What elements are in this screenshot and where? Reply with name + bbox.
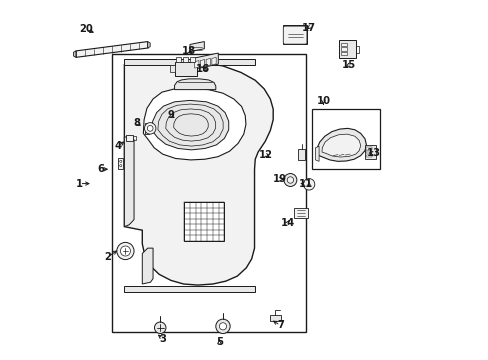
Text: 8: 8 <box>133 118 140 128</box>
Polygon shape <box>366 154 371 157</box>
Polygon shape <box>184 202 224 241</box>
Polygon shape <box>183 57 187 62</box>
Polygon shape <box>200 59 204 67</box>
Circle shape <box>117 242 134 260</box>
Polygon shape <box>364 145 376 159</box>
Polygon shape <box>270 315 281 320</box>
Polygon shape <box>297 149 305 160</box>
Text: 4: 4 <box>115 141 122 151</box>
Text: 13: 13 <box>366 148 380 158</box>
FancyBboxPatch shape <box>283 26 306 44</box>
Polygon shape <box>315 146 319 161</box>
Text: 12: 12 <box>259 150 272 160</box>
Polygon shape <box>194 60 199 68</box>
Polygon shape <box>339 40 356 58</box>
Text: 19: 19 <box>272 174 286 184</box>
Polygon shape <box>142 248 153 284</box>
Polygon shape <box>145 123 148 134</box>
Text: 9: 9 <box>167 111 174 121</box>
Polygon shape <box>340 52 346 55</box>
Circle shape <box>120 246 130 256</box>
Polygon shape <box>73 51 76 57</box>
Polygon shape <box>124 59 255 64</box>
Polygon shape <box>76 41 147 57</box>
Text: 20: 20 <box>79 24 93 35</box>
Text: 18: 18 <box>182 46 196 56</box>
Text: 7: 7 <box>276 320 283 330</box>
Text: 2: 2 <box>104 252 111 262</box>
Circle shape <box>120 165 122 167</box>
Polygon shape <box>340 42 346 46</box>
Text: 11: 11 <box>298 179 312 189</box>
Polygon shape <box>176 57 181 62</box>
Text: 1: 1 <box>76 179 83 189</box>
Text: 14: 14 <box>280 218 294 228</box>
Polygon shape <box>283 25 306 44</box>
Text: 16: 16 <box>196 64 210 74</box>
Polygon shape <box>124 137 134 226</box>
Polygon shape <box>174 79 215 90</box>
Polygon shape <box>366 150 371 153</box>
Circle shape <box>286 177 293 183</box>
Polygon shape <box>118 158 123 168</box>
Polygon shape <box>340 47 346 50</box>
Polygon shape <box>206 58 210 66</box>
Polygon shape <box>124 60 273 285</box>
Polygon shape <box>170 65 174 72</box>
Polygon shape <box>311 109 379 169</box>
Text: 3: 3 <box>159 333 166 343</box>
Polygon shape <box>147 41 150 48</box>
Circle shape <box>303 179 314 190</box>
Polygon shape <box>152 100 228 150</box>
Circle shape <box>120 160 122 162</box>
Polygon shape <box>321 134 360 157</box>
Text: 17: 17 <box>302 23 315 33</box>
Circle shape <box>144 123 156 134</box>
Polygon shape <box>112 54 305 332</box>
Text: 10: 10 <box>316 96 330 106</box>
Circle shape <box>154 322 165 333</box>
Text: 15: 15 <box>341 60 355 70</box>
Circle shape <box>219 323 226 330</box>
Circle shape <box>284 174 296 186</box>
Polygon shape <box>126 135 133 141</box>
Polygon shape <box>190 57 194 62</box>
Circle shape <box>147 126 153 131</box>
Text: 6: 6 <box>98 164 104 174</box>
Polygon shape <box>211 57 216 65</box>
Polygon shape <box>143 88 245 160</box>
Polygon shape <box>192 53 218 69</box>
Text: 5: 5 <box>216 337 223 347</box>
Polygon shape <box>174 62 196 76</box>
Polygon shape <box>190 41 204 51</box>
Polygon shape <box>366 147 371 149</box>
Polygon shape <box>316 129 366 161</box>
Polygon shape <box>124 286 255 292</box>
Polygon shape <box>293 208 308 219</box>
Circle shape <box>215 319 230 333</box>
